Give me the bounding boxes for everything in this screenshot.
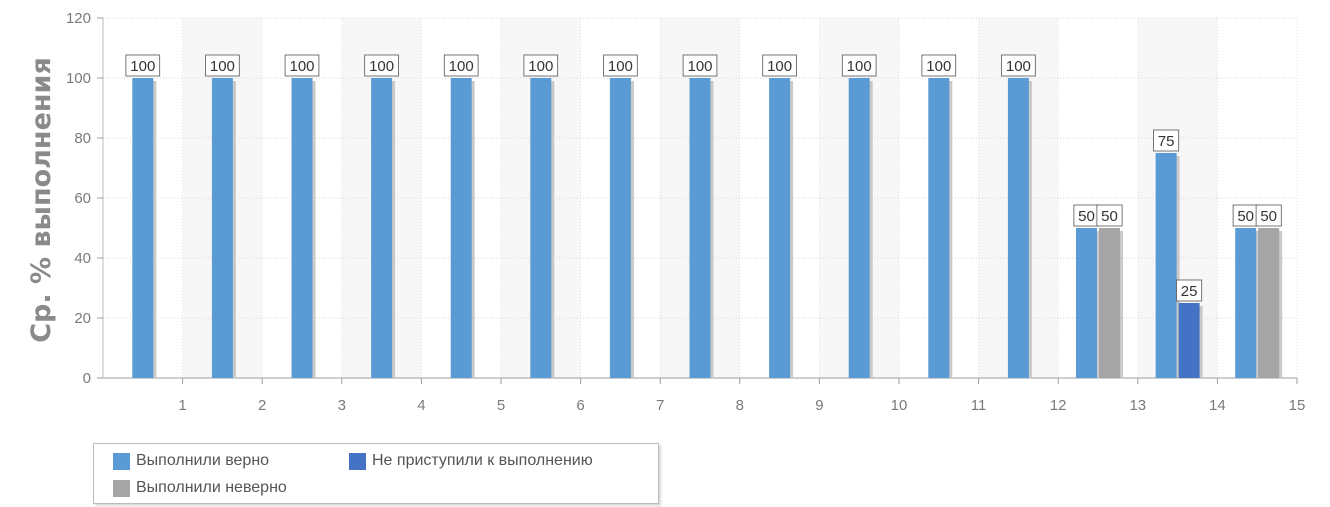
data-label: 100 [847,58,872,75]
data-label: 50 [1260,208,1277,225]
data-label: 100 [528,58,553,75]
bar[interactable] [451,78,472,378]
data-label: 100 [289,58,314,75]
bar[interactable] [132,78,153,378]
data-label: 100 [687,58,712,75]
x-tick-labels: 1 2 3 4 5 6 7 8 9 10 11 12 13 14 15 [178,397,1305,414]
bar[interactable] [1076,228,1097,378]
legend: Выполнили верно Не приступили к выполнен… [93,443,659,504]
data-label: 100 [926,58,951,75]
bar[interactable] [849,78,870,378]
legend-swatch-correct [113,453,130,470]
y-tick-label: 80 [74,130,91,147]
bar[interactable] [530,78,551,378]
x-tick-label: 10 [891,397,908,414]
data-label: 100 [210,58,235,75]
data-label: 75 [1158,133,1175,150]
x-tick-label: 9 [815,397,823,414]
y-tick-label: 100 [66,70,91,87]
y-tick-labels: 0 20 40 60 80 100 120 [66,10,91,387]
x-tick-label: 11 [971,397,987,414]
x-tick-label: 12 [1050,397,1067,414]
bar[interactable] [212,78,233,378]
x-tick-label: 13 [1129,397,1146,414]
legend-item-correct[interactable]: Выполнили верно [113,452,269,470]
legend-label-correct: Выполнили верно [136,452,269,470]
data-label: 50 [1237,208,1254,225]
x-tick-label: 7 [656,397,664,414]
bar[interactable] [292,78,313,378]
legend-label-not-started: Не приступили к выполнению [372,452,593,470]
bar[interactable] [371,78,392,378]
y-tick-label: 120 [66,10,91,27]
x-tick-label: 4 [417,397,425,414]
bar[interactable] [928,78,949,378]
legend-item-incorrect[interactable]: Выполнили неверно [113,479,287,497]
data-label: 100 [449,58,474,75]
data-label: 25 [1181,283,1198,300]
legend-item-not-started[interactable]: Не приступили к выполнению [349,452,593,470]
bar[interactable] [610,78,631,378]
x-tick-label: 2 [258,397,266,414]
bar[interactable] [1235,228,1256,378]
x-tick-label: 5 [497,397,505,414]
bar[interactable] [1099,228,1120,378]
legend-label-incorrect: Выполнили неверно [136,479,287,497]
data-label: 100 [767,58,792,75]
data-label: 100 [608,58,633,75]
y-tick-label: 60 [74,190,91,207]
data-label: 50 [1101,208,1118,225]
x-tick-label: 15 [1289,397,1306,414]
bar[interactable] [769,78,790,378]
x-tick-label: 8 [736,397,744,414]
legend-swatch-incorrect [113,480,130,497]
x-tick-label: 1 [178,397,186,414]
data-label: 50 [1078,208,1095,225]
data-label: 100 [1006,58,1031,75]
x-tick-label: 3 [338,397,346,414]
legend-swatch-not-started [349,453,366,470]
bar[interactable] [1156,153,1177,378]
data-label: 100 [369,58,394,75]
bar[interactable] [690,78,711,378]
y-axis-label: Ср. % выполнения [26,57,57,343]
x-tick-label: 14 [1209,397,1226,414]
bar[interactable] [1179,303,1200,378]
bar[interactable] [1008,78,1029,378]
y-tick-label: 40 [74,250,91,267]
y-tick-label: 20 [74,310,91,327]
x-tick-label: 6 [576,397,584,414]
y-tick-label: 0 [83,370,91,387]
data-label: 100 [130,58,155,75]
bar[interactable] [1258,228,1279,378]
